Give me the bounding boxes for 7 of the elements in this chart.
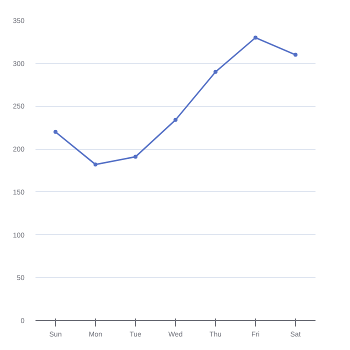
point	[294, 52, 298, 57]
point	[94, 162, 98, 166]
point	[214, 70, 218, 74]
point	[54, 130, 58, 134]
point	[254, 36, 258, 40]
point	[174, 118, 178, 122]
point	[134, 154, 138, 159]
